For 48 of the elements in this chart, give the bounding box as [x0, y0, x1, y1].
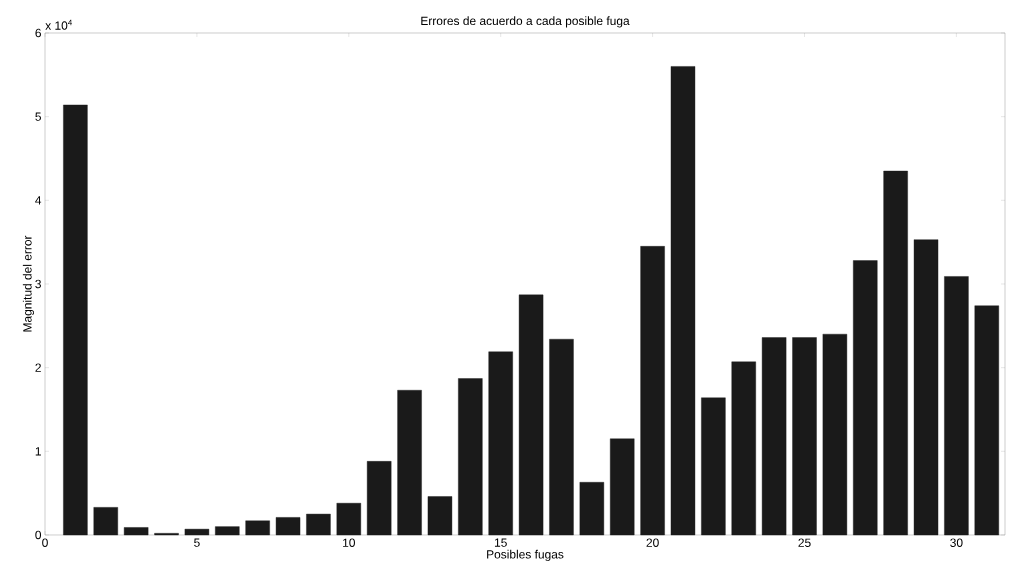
y-tick-label: 5 [35, 112, 41, 121]
bar [184, 528, 210, 536]
y-axis-title: Magnitud del error [22, 235, 34, 332]
y-tick-label: 1 [35, 447, 41, 456]
x-tick-label: 10 [343, 538, 355, 547]
bar [488, 351, 513, 536]
bar [944, 276, 969, 536]
bar [853, 260, 878, 536]
bar [701, 397, 726, 536]
bar [366, 461, 392, 536]
bar [63, 104, 88, 536]
y-tick-label: 3 [35, 279, 41, 289]
bar [670, 66, 696, 536]
x-tick-label: 0 [42, 538, 48, 547]
x-axis-title: Posibles fugas [487, 549, 564, 561]
bar [761, 337, 787, 536]
y-tick-label: 2 [35, 363, 41, 372]
bar [427, 496, 453, 536]
bar [640, 246, 665, 536]
bar [123, 527, 149, 536]
bar [883, 170, 908, 536]
x-tick-label: 30 [950, 538, 963, 547]
bar [913, 239, 939, 536]
bar [245, 520, 270, 536]
bar [458, 378, 483, 536]
x-tick-label: 25 [798, 538, 811, 547]
x-tick-label: 15 [494, 538, 507, 547]
x-tick-label: 5 [194, 538, 200, 547]
bar [792, 337, 817, 536]
bar [610, 438, 635, 536]
bar [93, 507, 118, 536]
y-tick-label: 4 [35, 196, 42, 205]
text: x 10$^{4}$ [45, 19, 73, 30]
bar [731, 361, 756, 536]
y-tick-label: 0 [35, 530, 42, 540]
bar [549, 339, 574, 536]
bar [822, 333, 848, 536]
bar [336, 502, 362, 536]
bar [275, 517, 301, 536]
x-tick-label: 20 [646, 538, 659, 547]
bar [215, 526, 240, 536]
bar [306, 513, 331, 536]
bar [579, 482, 605, 536]
bar [397, 390, 422, 536]
bar [518, 294, 544, 536]
bar [974, 305, 999, 536]
chart-title: Errores de acuerdo a cada posible fuga [421, 16, 630, 28]
y-tick-label: 6 [35, 28, 41, 38]
